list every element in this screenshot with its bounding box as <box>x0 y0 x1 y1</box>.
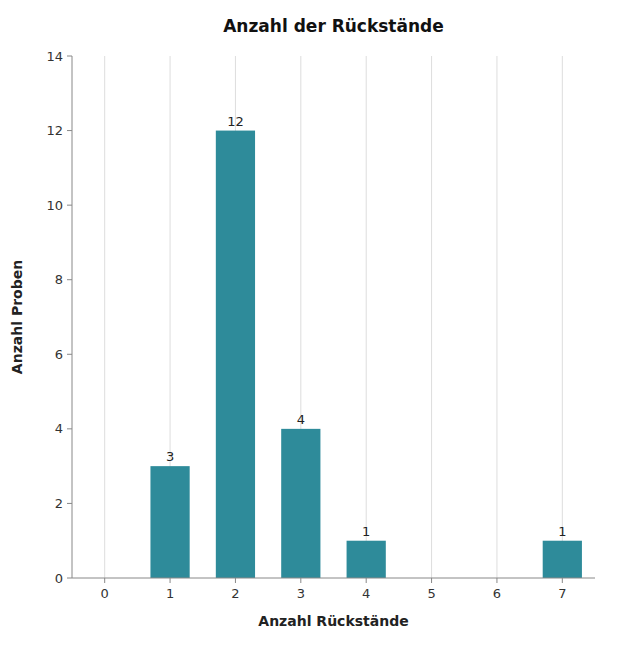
y-tick <box>67 279 72 280</box>
bar <box>543 541 582 578</box>
x-axis-line <box>72 578 595 579</box>
x-tick <box>562 578 563 583</box>
y-axis-label: Anzahl Proben <box>9 260 25 374</box>
chart-container: 3124110123456702468101214Anzahl der Rück… <box>0 0 617 650</box>
x-tick-label: 5 <box>427 586 435 601</box>
x-tick-label: 4 <box>362 586 370 601</box>
y-tick <box>67 130 72 131</box>
grid-line <box>104 56 105 578</box>
y-tick <box>67 354 72 355</box>
y-tick-label: 2 <box>55 496 63 511</box>
x-tick <box>431 578 432 583</box>
x-tick <box>300 578 301 583</box>
bars <box>150 131 581 578</box>
y-tick <box>67 205 72 206</box>
y-tick-label: 6 <box>55 347 63 362</box>
chart-svg: 3124110123456702468101214Anzahl der Rück… <box>0 0 617 650</box>
y-tick-label: 14 <box>46 49 63 64</box>
bar <box>150 466 189 578</box>
x-tick <box>104 578 105 583</box>
y-tick <box>67 503 72 504</box>
data-label: 1 <box>362 524 370 539</box>
grid <box>105 56 563 578</box>
axes: 0123456702468101214 <box>46 49 595 602</box>
y-axis-line <box>72 56 73 578</box>
grid-line <box>562 56 563 578</box>
x-tick-label: 2 <box>231 586 239 601</box>
y-tick <box>67 578 72 579</box>
x-axis-label: Anzahl Rückstände <box>258 613 408 629</box>
y-tick-label: 4 <box>55 421 63 436</box>
x-tick-label: 6 <box>493 586 501 601</box>
bar <box>216 131 255 578</box>
x-tick-label: 3 <box>297 586 305 601</box>
y-tick-label: 8 <box>55 272 63 287</box>
grid-line <box>496 56 497 578</box>
bar <box>347 541 386 578</box>
x-tick-label: 7 <box>558 586 566 601</box>
data-labels: 3 12 4 1 1 <box>166 114 567 539</box>
data-label: 4 <box>297 412 305 427</box>
x-tick <box>235 578 236 583</box>
y-tick-label: 12 <box>46 123 63 138</box>
x-tick <box>170 578 171 583</box>
data-label: 3 <box>166 449 174 464</box>
x-tick-label: 1 <box>166 586 174 601</box>
data-label: 12 <box>227 114 244 129</box>
y-tick-label: 10 <box>46 198 63 213</box>
x-tick <box>366 578 367 583</box>
y-tick <box>67 56 72 57</box>
y-tick-label: 0 <box>55 571 63 586</box>
chart-title: Anzahl der Rückstände <box>223 16 444 36</box>
x-tick-label: 0 <box>101 586 109 601</box>
data-label: 1 <box>558 524 566 539</box>
x-tick <box>496 578 497 583</box>
grid-line <box>431 56 432 578</box>
grid-line <box>366 56 367 578</box>
bar <box>281 429 320 578</box>
y-tick <box>67 428 72 429</box>
